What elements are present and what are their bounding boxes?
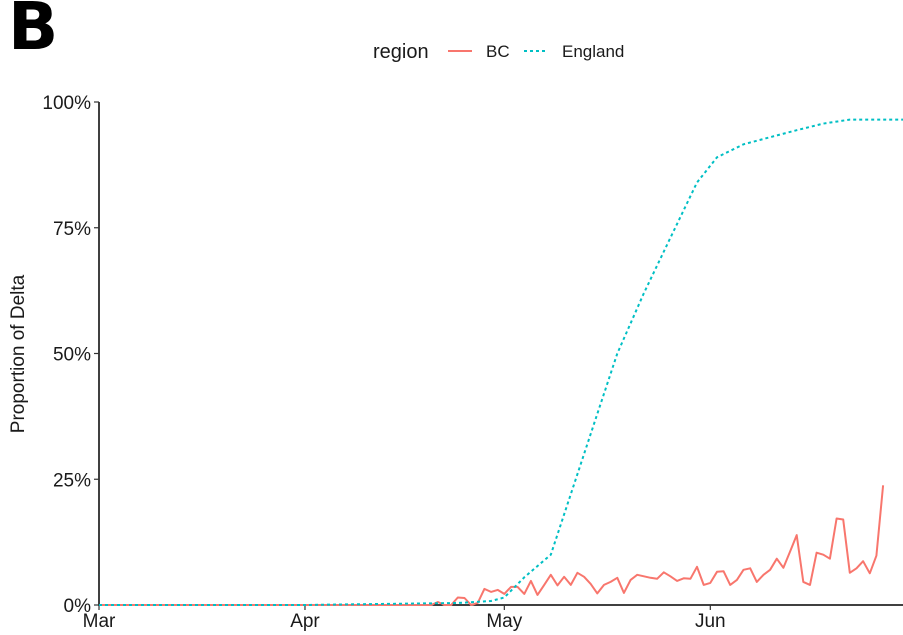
x-tick-label: Jun bbox=[695, 611, 726, 632]
x-tick-label: Mar bbox=[83, 611, 116, 632]
y-tick-label: 50% bbox=[53, 345, 91, 366]
x-tick-label: Apr bbox=[290, 611, 320, 632]
legend: region BC England bbox=[373, 41, 624, 63]
y-tick-label: 25% bbox=[53, 470, 91, 491]
y-tick-label: 75% bbox=[53, 219, 91, 240]
legend-label-bc: BC bbox=[486, 42, 510, 61]
y-axis: 0% 25% 50% 75% 100% bbox=[42, 93, 100, 617]
y-tick-label: 0% bbox=[64, 596, 92, 617]
legend-label-england: England bbox=[562, 42, 624, 61]
series-layer bbox=[99, 118, 903, 606]
y-axis-title: Proportion of Delta bbox=[8, 274, 29, 433]
panel-label: B bbox=[8, 0, 59, 65]
series-line-bc bbox=[99, 485, 885, 606]
series-line-england bbox=[99, 118, 903, 606]
x-tick-label: May bbox=[486, 611, 522, 632]
y-tick-label: 100% bbox=[42, 93, 91, 114]
legend-title: region bbox=[373, 41, 429, 63]
x-axis: Mar Apr May Jun bbox=[83, 604, 903, 632]
